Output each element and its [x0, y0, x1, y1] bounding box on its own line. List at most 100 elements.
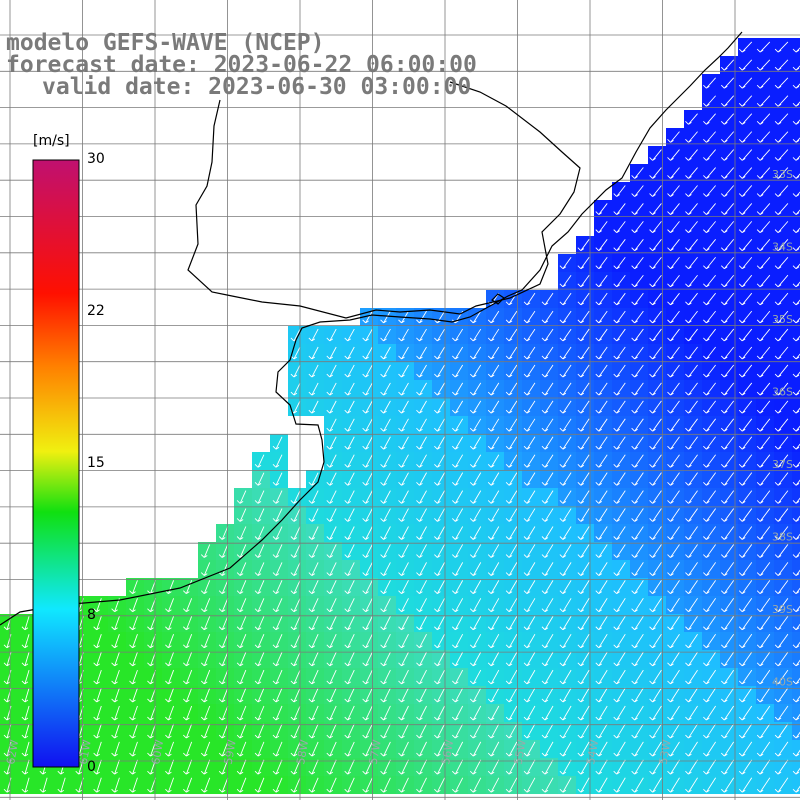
wind-arrow: [756, 113, 771, 125]
wind-arrow: [631, 777, 644, 793]
wind-arrow: [595, 723, 608, 739]
wind-arrow: [308, 616, 319, 631]
wind-arrow: [111, 723, 120, 739]
wind-arrow: [774, 723, 789, 739]
wind-arrow: [272, 544, 283, 558]
wind-arrow: [720, 454, 735, 468]
wind-arrow: [649, 400, 662, 414]
wind-arrow: [541, 562, 554, 576]
wind-arrow: [720, 113, 735, 125]
wind-arrow: [559, 777, 572, 793]
wind-arrow: [362, 400, 373, 414]
wind-arrow: [649, 544, 662, 558]
wind-arrow: [613, 777, 626, 793]
speed-cell: [792, 326, 800, 344]
wind-arrow: [667, 759, 680, 775]
wind-arrow: [129, 777, 138, 793]
wind-arrow: [595, 436, 608, 450]
wind-arrow: [398, 759, 409, 775]
wind-arrow: [398, 687, 409, 703]
wind-arrow: [667, 221, 680, 233]
wind-arrow: [577, 257, 590, 270]
wind-arrow: [380, 382, 391, 396]
speed-cell: [792, 344, 800, 362]
wind-arrow: [631, 669, 644, 685]
wind-arrow: [254, 472, 265, 486]
wind-arrow: [559, 328, 572, 342]
latitude-labels: 33S 34S 35S 36S 37S 38S 39S 40S: [772, 168, 793, 689]
wind-arrow: [738, 382, 753, 396]
wind-arrow: [523, 292, 536, 306]
wind-arrow: [380, 687, 391, 703]
wind-arrow: [362, 364, 373, 378]
wind-arrow: [272, 580, 283, 595]
wind-arrow: [380, 705, 391, 721]
wind-arrow: [469, 526, 482, 540]
wind-arrow: [416, 526, 427, 540]
wind-arrow: [559, 633, 572, 649]
wind-arrow: [362, 562, 373, 576]
wind-arrow: [308, 687, 319, 703]
wind-arrow: [290, 669, 301, 685]
speed-cell: [792, 452, 800, 470]
wind-arrow: [326, 544, 337, 558]
wind-arrow: [631, 328, 644, 342]
wind-arrow: [21, 705, 30, 721]
wind-arrow: [326, 436, 337, 450]
wind-arrow: [451, 562, 464, 576]
wind-arrow: [756, 382, 771, 396]
wind-arrow: [541, 490, 554, 504]
wind-arrow: [308, 544, 319, 558]
wind-arrow: [398, 418, 409, 432]
wind-arrow: [738, 562, 753, 576]
wind-arrow: [469, 562, 482, 576]
wind-arrow: [720, 562, 735, 576]
wind-arrow: [667, 651, 680, 667]
wind-arrow: [792, 785, 800, 793]
wind-arrow: [703, 490, 716, 504]
wind-arrow: [505, 777, 518, 793]
wind-arrow: [738, 633, 753, 649]
wind-arrow: [505, 364, 518, 378]
wind-arrow: [541, 544, 554, 558]
wind-arrow: [595, 705, 608, 721]
wind-arrow: [685, 346, 698, 360]
wind-arrow: [756, 687, 771, 703]
wind-arrow: [631, 418, 644, 432]
wind-arrow: [720, 418, 735, 432]
wind-arrow: [685, 418, 698, 432]
wind-arrow: [613, 490, 626, 504]
wind-arrow: [218, 651, 229, 667]
wind-arrow: [165, 634, 175, 649]
wind-arrow: [362, 454, 373, 468]
wind-arrow: [451, 723, 464, 739]
wind-arrow: [451, 687, 464, 703]
wind-arrow: [685, 256, 698, 270]
wind-arrow: [218, 616, 229, 631]
wind-arrow: [469, 759, 482, 775]
wind-arrow: [129, 705, 138, 721]
wind-arrow: [416, 598, 427, 613]
wind-arrow: [738, 113, 753, 125]
wind-arrow: [326, 328, 337, 342]
wind-arrow: [380, 472, 391, 486]
wind-arrow: [703, 472, 716, 486]
wind-speed-field: [0, 38, 800, 794]
wind-arrow: [559, 616, 572, 631]
wind-arrow: [613, 580, 626, 595]
wind-arrow: [703, 274, 716, 288]
wind-arrow: [398, 382, 409, 396]
wind-arrow: [613, 508, 626, 522]
wind-arrow: [398, 508, 409, 522]
wind-arrow: [93, 705, 102, 721]
wind-arrow: [326, 418, 337, 432]
wind-arrow: [434, 472, 446, 486]
wind-arrow: [703, 454, 716, 468]
wind-arrow: [541, 328, 554, 342]
wind-arrow: [469, 436, 482, 450]
wind-arrow: [254, 580, 265, 595]
longitude-label: 62W: [4, 739, 21, 766]
wind-arrow: [344, 508, 355, 522]
wind-arrow: [326, 508, 337, 522]
